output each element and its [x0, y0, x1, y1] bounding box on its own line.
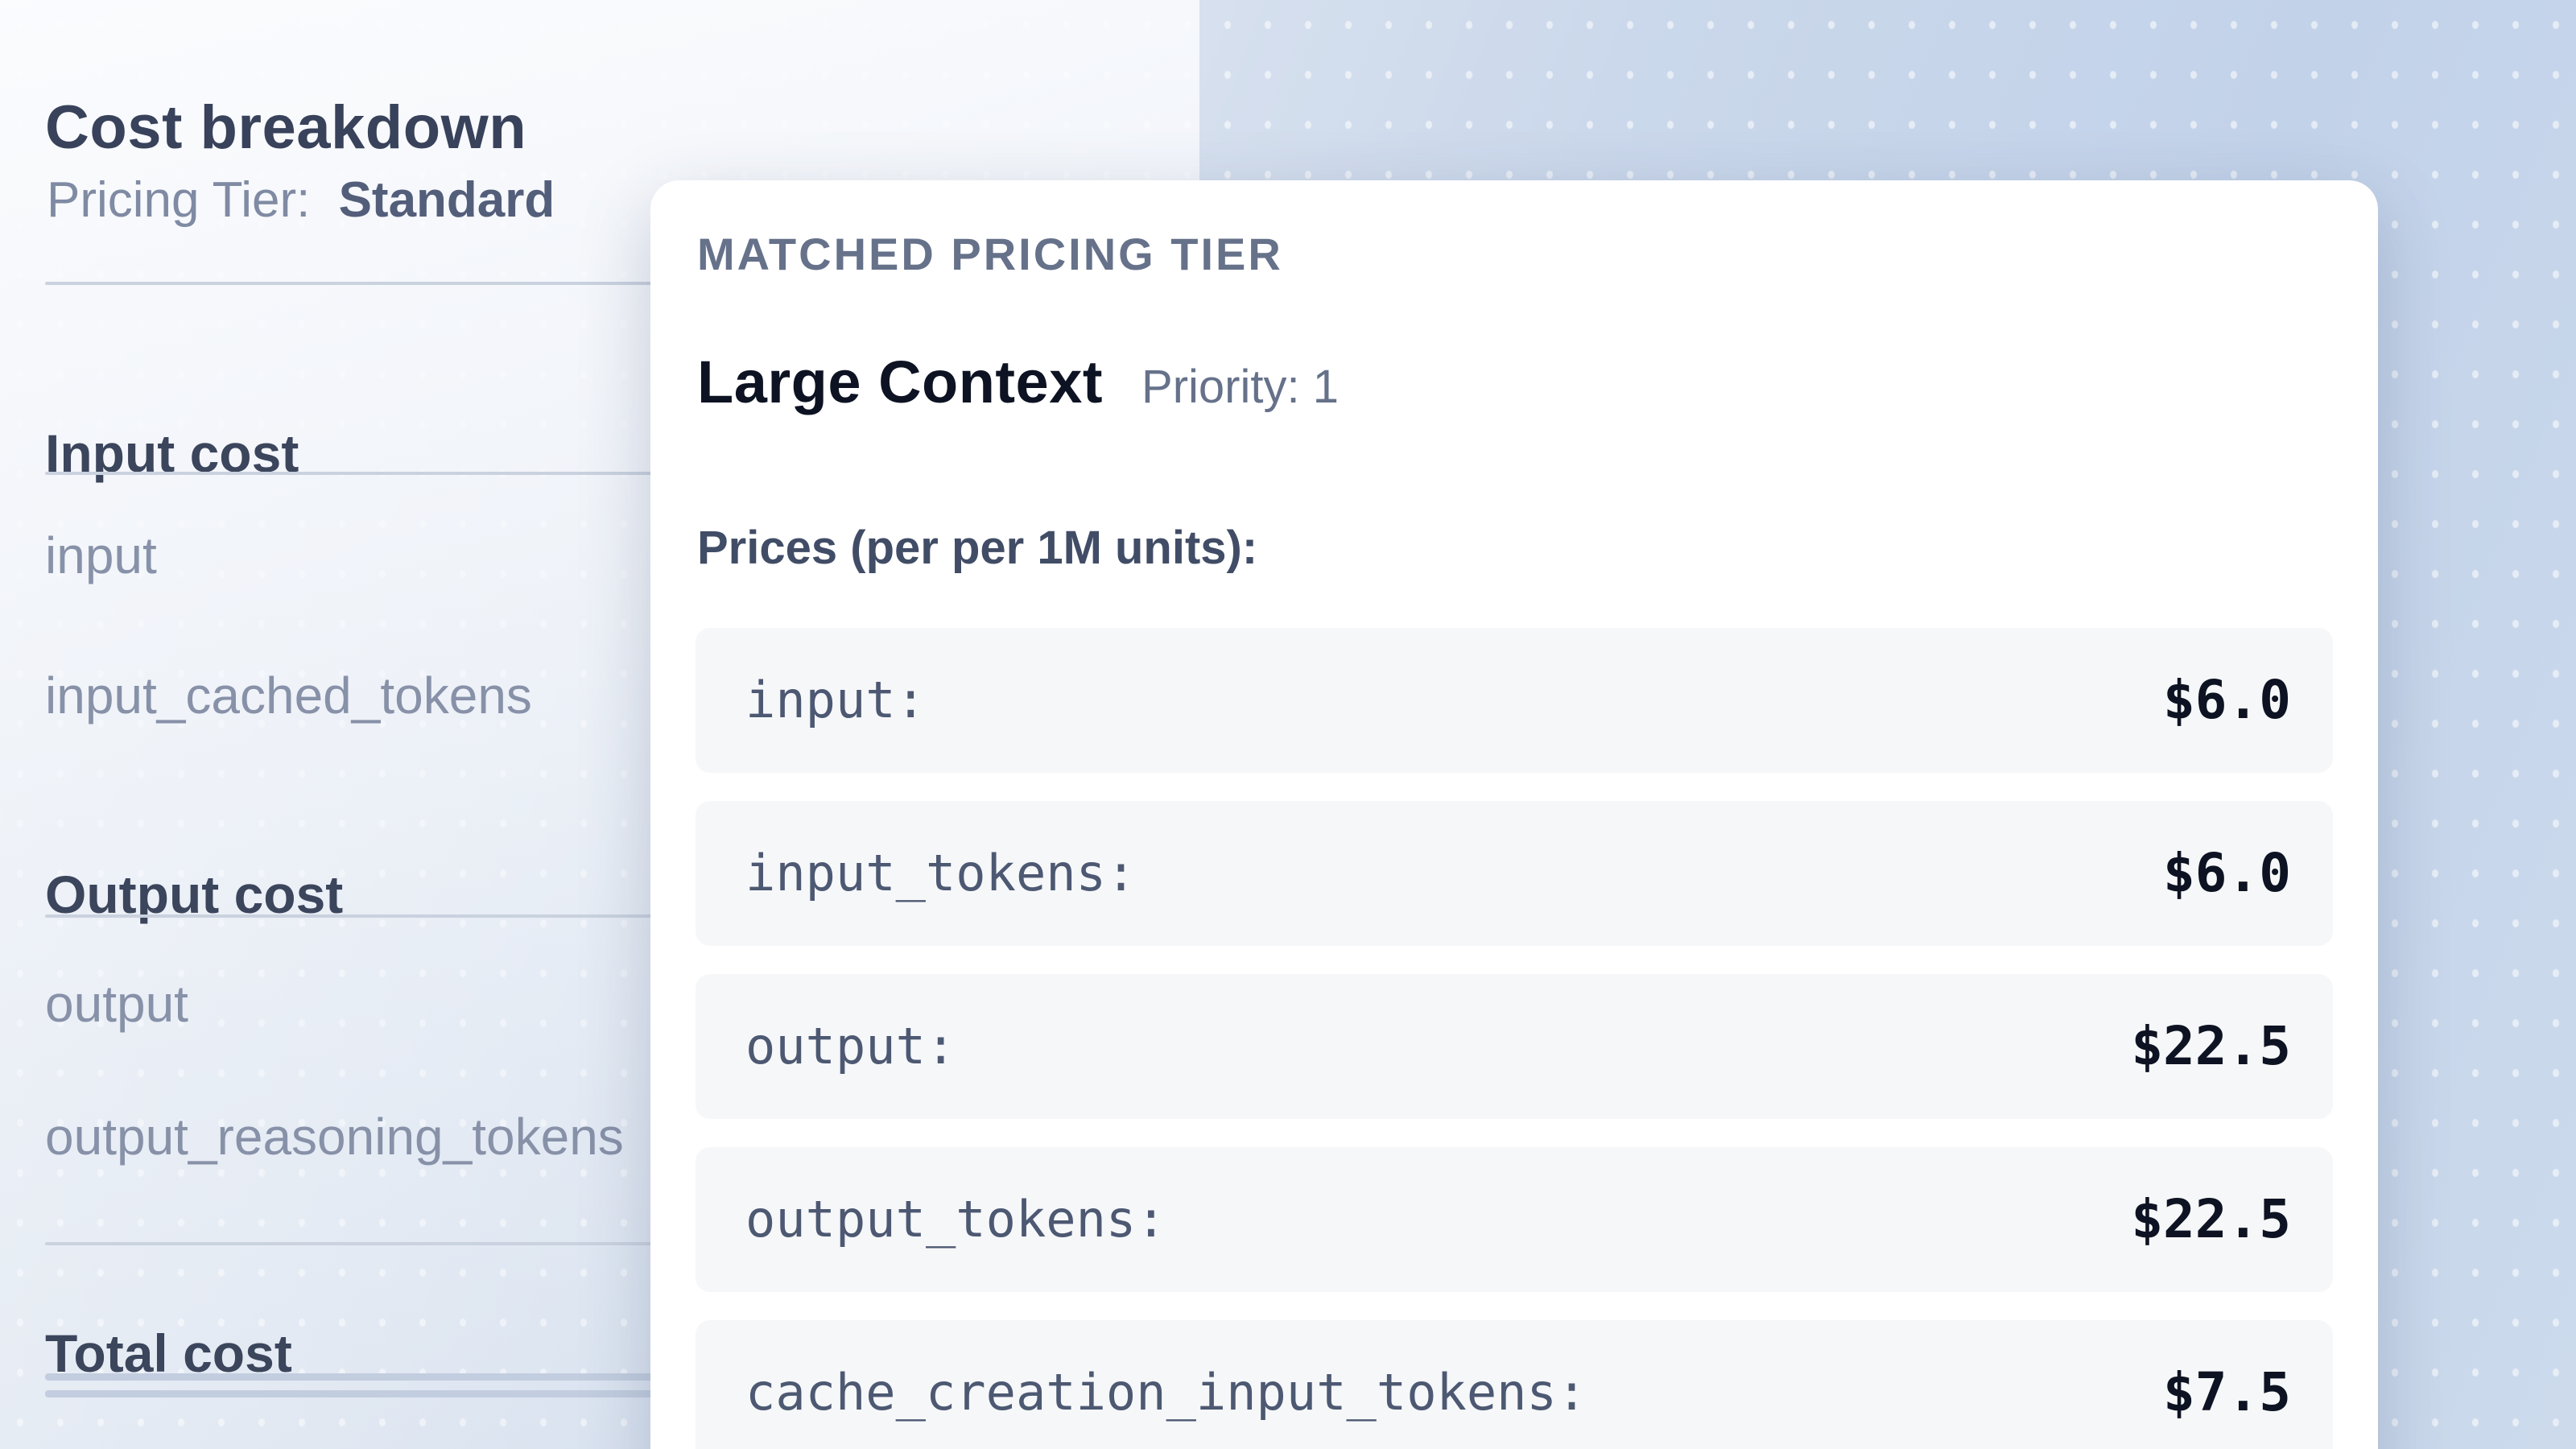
price-row-value: $6.0 — [2163, 842, 2291, 904]
price-row: input_tokens: $6.0 — [696, 801, 2333, 946]
row-label-input: input — [45, 526, 157, 584]
price-row-label: output: — [745, 1017, 956, 1075]
price-row-label: input_tokens: — [745, 844, 1137, 902]
price-row-label: input: — [745, 671, 926, 729]
popover-eyebrow: MATCHED PRICING TIER — [697, 229, 1283, 279]
pricing-tier-label: Pricing Tier: — [47, 172, 311, 228]
price-row-label: output_tokens: — [745, 1190, 1166, 1249]
cost-breakdown-panel: Cost breakdown Pricing Tier: Standard In… — [0, 0, 1199, 1449]
tier-name: Large Context — [697, 349, 1104, 415]
pricing-tier-value[interactable]: Standard — [338, 172, 555, 228]
row-label-input-cached-tokens: input_cached_tokens — [45, 667, 532, 724]
section-header-output-cost: Output cost — [45, 864, 344, 924]
divider — [45, 472, 1174, 475]
total-rule — [45, 1373, 1174, 1381]
page-title: Cost breakdown — [45, 93, 527, 162]
price-row: output: $22.5 — [696, 974, 2333, 1119]
price-row: input: $6.0 — [696, 628, 2333, 773]
row-label-output: output — [45, 975, 188, 1033]
total-rule — [45, 1390, 1174, 1397]
tier-priority: Priority: 1 — [1141, 361, 1339, 413]
price-row: output_tokens: $22.5 — [696, 1147, 2333, 1292]
tier-row: Large Context Priority: 1 — [697, 353, 1339, 412]
price-row-value: $6.0 — [2163, 669, 2291, 731]
pricing-tier-line: Pricing Tier: Standard — [47, 175, 555, 225]
section-header-total-cost: Total cost — [45, 1323, 292, 1383]
price-rows: input: $6.0 input_tokens: $6.0 output: $… — [696, 628, 2333, 1449]
price-row-value: $22.5 — [2131, 1188, 2291, 1250]
price-row-value: $22.5 — [2131, 1015, 2291, 1077]
divider — [45, 914, 1174, 918]
row-label-output-reasoning-tokens: output_reasoning_tokens — [45, 1108, 624, 1166]
section-header-input-cost: Input cost — [45, 423, 299, 483]
price-row: cache_creation_input_tokens: $7.5 — [696, 1320, 2333, 1449]
divider — [45, 1242, 1174, 1245]
price-row-label: cache_creation_input_tokens: — [745, 1363, 1587, 1422]
price-row-value: $7.5 — [2163, 1361, 2291, 1423]
divider — [45, 282, 1174, 285]
prices-heading: Prices (per per 1M units): — [697, 522, 1258, 574]
pricing-tier-popover: MATCHED PRICING TIER Large Context Prior… — [650, 180, 2378, 1449]
